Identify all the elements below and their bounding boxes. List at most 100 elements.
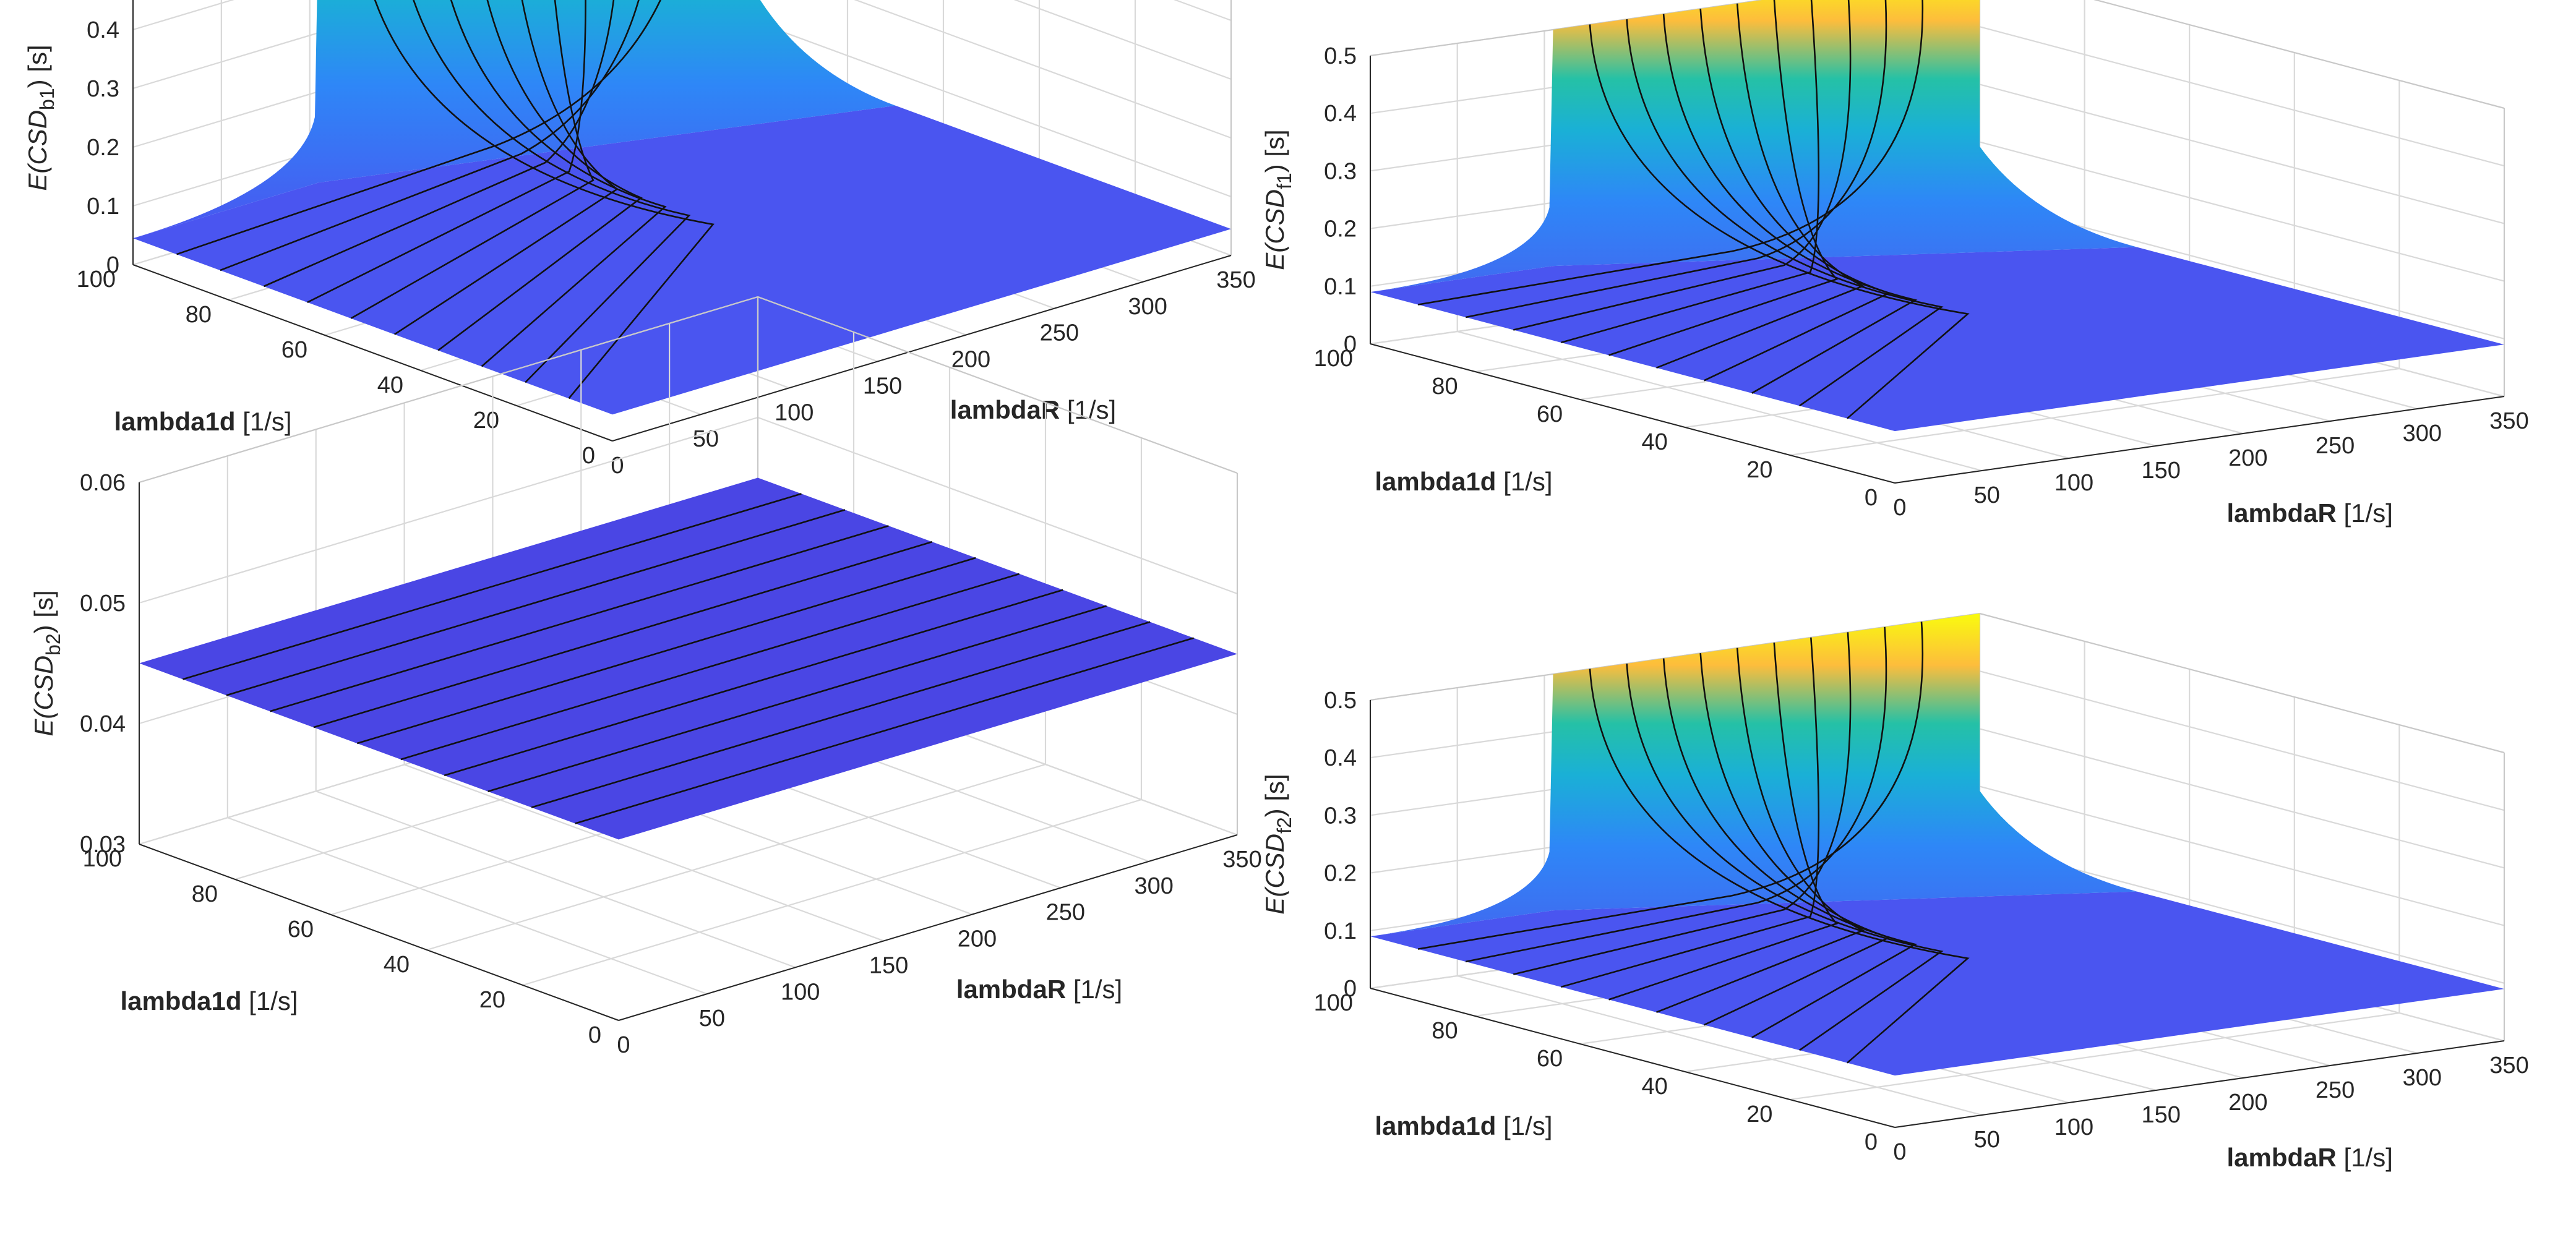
gridline (1174, 0, 1232, 22)
contour-line (1699, 653, 1892, 1026)
z-axis-label-unit: ) [s] (1260, 129, 1289, 173)
z-tick-label: 0.05 (80, 591, 126, 617)
contour-line (413, 0, 691, 383)
z-axis-label-main: E(CSD (29, 656, 58, 737)
gridline (1457, 330, 1982, 472)
z-axis-label-unit: ) [s] (29, 590, 58, 633)
y-tick-label: 0 (1865, 1129, 1878, 1155)
x-tick-label: 0 (1893, 1139, 1906, 1165)
gridline (1979, 141, 2505, 282)
x-axis-label: lambdaR [1/s] (956, 975, 1122, 1004)
contour-line (1656, 647, 1865, 1014)
x-tick-label: 100 (2054, 1114, 2093, 1140)
contour-line (263, 0, 615, 288)
gridline (2093, 0, 2505, 109)
surface-plane (139, 477, 1237, 840)
x-tick-label: 50 (1974, 482, 2000, 508)
axis-line (1894, 1040, 2505, 1128)
chart-panel-b1: 05010015020025030035002040608010000.10.2… (23, 0, 1256, 479)
gridline (1790, 367, 2400, 456)
contour-line (1465, 626, 1887, 963)
y-tick-labels: 0 20 40 60 80 100 (1314, 990, 1878, 1155)
box-edge (139, 296, 758, 483)
contour-line (1513, 0, 1852, 331)
box-edge (1979, 613, 2505, 753)
z-axis-label-subscript: b1 (36, 88, 58, 110)
y-axis-label: lambda1d [1/s] (1375, 467, 1552, 496)
z-axis-label-unit: ) [s] (1260, 774, 1289, 817)
contour-line (350, 0, 595, 319)
gridline (1979, 785, 2505, 926)
y-tick-label: 100 (1314, 990, 1353, 1016)
contour-line (531, 621, 1151, 808)
y-tick-label: 0 (1865, 485, 1878, 511)
y-tick-label: 80 (1432, 374, 1458, 400)
x-axis-label: lambdaR [1/s] (950, 395, 1116, 424)
contour-line (269, 524, 889, 712)
y-tick-label: 60 (1537, 1046, 1563, 1072)
z-tick-label: 0.04 (80, 711, 126, 737)
z-tick-label: 0.06 (80, 470, 126, 496)
y-axis-label: lambda1d [1/s] (120, 986, 298, 1015)
z-tick-label: 0 (1344, 331, 1357, 357)
x-tick-label: 200 (951, 347, 990, 373)
z-tick-label: 0.1 (1324, 918, 1357, 944)
y-axis-label-name: lambda1d (1375, 1111, 1496, 1140)
z-axis-label: E(CSDf2) [s] (1260, 774, 1295, 914)
x-tick-label: 100 (781, 979, 820, 1005)
gridline (1979, 83, 2505, 224)
surface-floor (1370, 891, 2504, 1076)
y-axis-label-unit: [1/s] (1496, 1111, 1552, 1140)
y-tick-label: 40 (377, 372, 403, 398)
x-tick-labels: 0 50 100 150 200 250 300 350 (1893, 1053, 2528, 1165)
gridline (132, 0, 431, 90)
y-tick-label: 40 (384, 952, 410, 978)
y-tick-label: 0 (582, 443, 595, 469)
x-tick-label: 0 (1893, 495, 1906, 521)
gridline (316, 790, 796, 968)
y-axis-label-name: lambda1d (114, 407, 235, 436)
z-tick-labels: 00.10.20.30.40.5 (1324, 688, 1357, 1002)
x-tick-label: 250 (1040, 320, 1079, 346)
y-tick-label: 80 (1432, 1018, 1458, 1044)
z-tick-label: 0.5 (1324, 688, 1357, 714)
contour-line (1656, 3, 1865, 369)
x-tick-label: 50 (1974, 1127, 2000, 1153)
z-axis-label: E(CSDf1) [s] (1260, 129, 1295, 270)
gridline (1013, 0, 1232, 80)
surface-floor (133, 105, 1231, 415)
y-tick-label: 0 (588, 1022, 601, 1048)
x-tick-label: 0 (611, 453, 624, 479)
y-tick-label: 60 (1537, 401, 1563, 427)
z-axis-label-subscript: f1 (1273, 173, 1295, 189)
z-tick-label: 0.1 (1324, 274, 1357, 300)
y-axis-label-unit: [1/s] (1496, 467, 1552, 496)
z-axis-label: E(CSDb2) [s] (29, 590, 64, 736)
z-tick-labels: 00.10.20.30.40.5 (87, 17, 119, 278)
x-axis-label-name: lambdaR (950, 395, 1060, 424)
y-axis-label-name: lambda1d (1375, 467, 1496, 496)
y-tick-label: 40 (1642, 429, 1668, 455)
surface-wall (1370, 613, 2137, 937)
surface-wall (1370, 0, 2137, 293)
contour-line (1417, 0, 1924, 306)
z-tick-labels: 0.03 0.04 0.05 0.06 (80, 470, 126, 858)
axes-lines (1370, 56, 2505, 484)
z-tick-label: 0.3 (1324, 158, 1357, 184)
contour-line (1589, 669, 1970, 1064)
y-tick-label: 20 (473, 408, 499, 434)
x-tick-label: 350 (1222, 847, 1261, 873)
z-axis-label: E(CSDb1) [s] (23, 45, 58, 190)
axis-line (1370, 988, 1896, 1128)
contour-line (400, 573, 1020, 761)
z-tick-label: 0.5 (1324, 43, 1357, 69)
contour-line (1417, 622, 1924, 950)
contour-line (356, 557, 976, 745)
gridline (1790, 1012, 2400, 1101)
y-axis-label-unit: [1/s] (242, 986, 298, 1015)
contour-line (1561, 637, 1820, 988)
y-tick-labels: 0 20 40 60 80 100 (77, 267, 595, 469)
gridline (1457, 975, 1982, 1116)
gridline (757, 416, 1238, 595)
x-tick-label: 150 (869, 952, 908, 978)
